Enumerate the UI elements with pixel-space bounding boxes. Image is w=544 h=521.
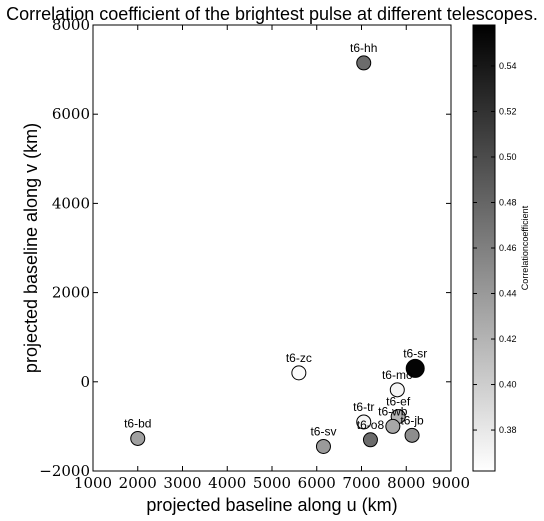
point-label: t6-zc xyxy=(286,351,312,365)
data-point-t6-o8 xyxy=(362,432,378,448)
data-point-t6-hh xyxy=(356,55,372,71)
data-point-t6-mo xyxy=(389,382,405,398)
x-tick-label: 2000 xyxy=(119,474,157,492)
data-point-t6-zc xyxy=(291,365,307,381)
colorbar-tick-label: 0.48 xyxy=(499,197,517,207)
colorbar-ticks: 0.38 0.40 0.42 0.44 0.46 0.48 0.50 0.52 0.54 xyxy=(473,61,517,435)
colorbar-label: Correlationcoefficient xyxy=(520,205,530,290)
x-axis: 1000 2000 3000 4000 5000 6000 7000 8000 9000 xyxy=(74,25,470,492)
colorbar-tick-label: 0.46 xyxy=(499,243,517,253)
point-label: t6-bd xyxy=(124,416,151,430)
x-tick-label: 5000 xyxy=(253,474,291,492)
point-label: t6-tr xyxy=(353,400,374,414)
point-label: t6-o8 xyxy=(357,418,385,432)
x-tick-label: 4000 xyxy=(208,474,246,492)
data-point-t6-wb xyxy=(385,418,401,434)
y-axis-label: projected baseline along v (km) xyxy=(21,123,41,373)
colorbar-tick-label: 0.54 xyxy=(499,61,517,71)
colorbar-tick-label: 0.44 xyxy=(499,289,517,299)
point-label: t6-sv xyxy=(310,424,336,438)
data-point-t6-sr xyxy=(405,358,425,378)
colorbar-tick-label: 0.40 xyxy=(499,380,517,390)
colorbar-tick-label: 0.42 xyxy=(499,334,517,344)
y-tick-label: 2000 xyxy=(52,284,90,302)
x-tick-label: 3000 xyxy=(163,474,201,492)
x-tick-label: 8000 xyxy=(387,474,425,492)
x-tick-label: 7000 xyxy=(342,474,380,492)
points-layer: t6-hh t6-zc t6-sr t6-mo t6-ef t6-tr t6-wbt6-jb… xyxy=(124,41,427,454)
chart-title: Correlation coefficient of the brightest… xyxy=(6,4,538,24)
data-point-t6-bd xyxy=(130,430,146,446)
point-label: t6-sr xyxy=(403,346,427,360)
y-tick-label: 4000 xyxy=(52,194,90,212)
point-label: t6-wb xyxy=(378,404,408,418)
y-axis: −2000 0 2000 4000 6000 8000 xyxy=(39,16,451,480)
point-label: t6-ef xyxy=(386,395,411,409)
y-tick-label: 6000 xyxy=(52,105,90,123)
colorbar-tick-label: 0.50 xyxy=(499,152,517,162)
point-label: t6-hh xyxy=(350,41,377,55)
x-tick-label: 6000 xyxy=(298,474,336,492)
data-point-t6-jb xyxy=(404,427,420,443)
y-tick-label: 8000 xyxy=(52,16,90,34)
colorbar-tick-label: 0.38 xyxy=(499,425,517,435)
x-axis-label: projected baseline along u (km) xyxy=(146,495,397,515)
data-point-t6-tr xyxy=(356,414,372,430)
colorbar-tick-label: 0.52 xyxy=(499,106,517,116)
data-point-t6-sv xyxy=(315,438,331,454)
y-tick-label: 0 xyxy=(80,373,90,391)
x-tick-label: 9000 xyxy=(432,474,470,492)
y-tick-label: −2000 xyxy=(39,462,90,480)
point-label: t6-mo xyxy=(382,368,413,382)
x-tick-label: 1000 xyxy=(74,474,112,492)
point-label: t6-jb xyxy=(400,413,424,427)
